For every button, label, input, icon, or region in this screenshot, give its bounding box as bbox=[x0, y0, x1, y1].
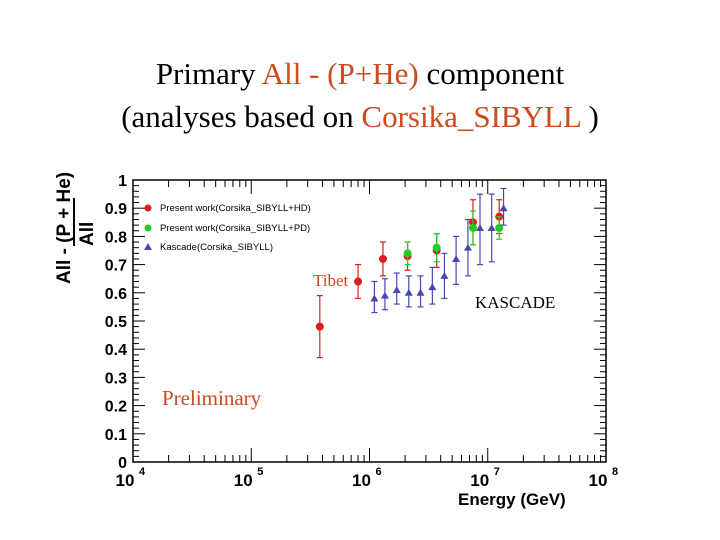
data-point-triangle bbox=[380, 291, 389, 299]
y-axis-label-numerator: All - (P + He) bbox=[54, 172, 75, 284]
y-tick-label: 0.9 bbox=[105, 201, 127, 218]
title-line-2: (analyses based on Corsika_SIBYLL ) bbox=[0, 98, 720, 136]
series-3 bbox=[370, 187, 508, 314]
x-ticks: 10 4 10 5 10 6 10 7 10 8 bbox=[116, 180, 619, 490]
x-tick-label-exponent: 7 bbox=[494, 466, 500, 478]
title-line-2-prefix: (analyses based on bbox=[121, 99, 362, 134]
title-line-1: Primary All - (P+He) component bbox=[0, 55, 720, 93]
data-point-triangle bbox=[440, 271, 449, 279]
data-point-triangle bbox=[392, 285, 401, 293]
annotation-preliminary: Preliminary bbox=[162, 386, 262, 410]
legend-entry-label: Kascade(Corsika_SIBYLL) bbox=[160, 242, 273, 253]
data-point-triangle bbox=[463, 243, 472, 251]
y-tick-label: 0.4 bbox=[105, 342, 127, 359]
data-point-triangle bbox=[416, 288, 425, 296]
title-line-2-accent: Corsika_SIBYLL bbox=[361, 99, 581, 134]
y-tick-label: 0.5 bbox=[105, 314, 127, 331]
title-line-1-prefix: Primary bbox=[155, 56, 262, 91]
y-tick-label: 0.7 bbox=[105, 258, 127, 275]
y-tick-label: 0.8 bbox=[105, 229, 127, 246]
x-tick-label-base: 10 bbox=[234, 471, 253, 490]
x-tick-label: 10 8 bbox=[589, 466, 619, 490]
data-point-triangle bbox=[476, 223, 485, 231]
x-tick-label-exponent: 5 bbox=[257, 466, 263, 478]
legend-entry-label: Present work(Corsika_SIBYLL+PD) bbox=[160, 223, 310, 234]
x-tick-label-base: 10 bbox=[352, 471, 371, 490]
y-tick-label: 0.3 bbox=[105, 370, 127, 387]
annotation-tibet: Tibet bbox=[313, 271, 349, 290]
legend-entry-label: Present work(Corsika_SIBYLL+HD) bbox=[160, 203, 311, 214]
y-tick-label: 0 bbox=[118, 455, 127, 472]
data-point-triangle bbox=[428, 283, 437, 291]
legend-marker-circle bbox=[144, 224, 152, 232]
y-tick-label: 0.1 bbox=[105, 427, 127, 444]
data-point-circle bbox=[378, 254, 387, 263]
chart-marks bbox=[315, 187, 508, 359]
data-point-circle bbox=[432, 243, 441, 252]
legend-marker-triangle bbox=[144, 243, 152, 250]
data-point-circle bbox=[354, 277, 363, 286]
title-line-2-suffix: ) bbox=[580, 99, 599, 134]
y-tick-label: 0.6 bbox=[105, 286, 127, 303]
data-point-circle bbox=[495, 223, 504, 232]
x-tick-label-base: 10 bbox=[116, 471, 135, 490]
legend-marker-circle bbox=[144, 204, 152, 212]
data-point-circle bbox=[403, 249, 412, 258]
data-point-triangle bbox=[499, 204, 508, 212]
y-tick-label: 0.2 bbox=[105, 399, 127, 416]
x-axis-label: Energy (GeV) bbox=[458, 490, 566, 509]
data-point-circle bbox=[468, 223, 477, 232]
data-point-triangle bbox=[487, 223, 496, 231]
data-point-triangle bbox=[452, 254, 461, 262]
series-2 bbox=[403, 210, 504, 266]
x-tick-label-exponent: 8 bbox=[612, 466, 618, 478]
x-tick-label: 10 7 bbox=[470, 466, 500, 490]
x-tick-label-base: 10 bbox=[589, 471, 608, 490]
title-line-1-accent: All - (P+He) bbox=[261, 56, 419, 91]
data-point-triangle bbox=[370, 294, 379, 302]
x-tick-label-base: 10 bbox=[470, 471, 489, 490]
x-tick-label: 10 6 bbox=[352, 466, 382, 490]
annotation-kascade: KASCADE bbox=[475, 293, 555, 312]
y-axis-label-denominator: All bbox=[77, 222, 98, 246]
data-point-triangle bbox=[404, 288, 413, 296]
y-tick-label: 1 bbox=[118, 173, 127, 190]
x-tick-label-exponent: 4 bbox=[139, 466, 146, 478]
data-point-circle bbox=[315, 322, 324, 331]
x-tick-label-exponent: 6 bbox=[376, 466, 382, 478]
legend: Present work(Corsika_SIBYLL+HD) Present w… bbox=[144, 203, 311, 253]
x-tick-label: 10 5 bbox=[234, 466, 264, 490]
y-ticks: 0 0.1 0.2 0.3 0.4 0.5 0.6 0.7 0.8 0.9 1 bbox=[105, 173, 606, 472]
x-tick-label: 10 4 bbox=[116, 466, 146, 490]
title-line-1-suffix: component bbox=[418, 56, 565, 91]
